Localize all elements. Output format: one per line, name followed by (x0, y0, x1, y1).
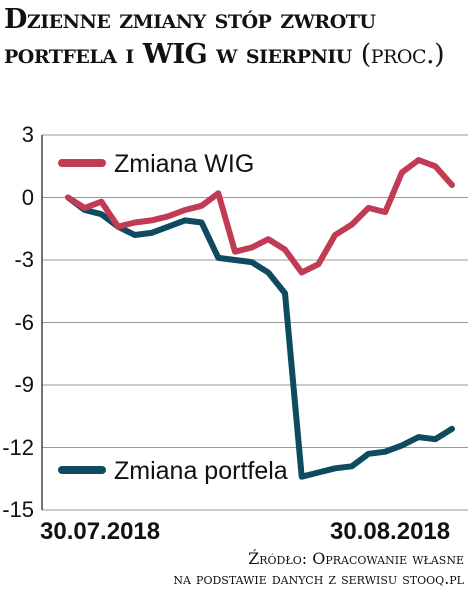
x-tick-start: 30.07.2018 (40, 518, 161, 545)
chart-title: Dzienne zmiany stóp zwrotu portfela i WI… (4, 2, 466, 72)
y-tick-label: -15 (2, 497, 34, 522)
x-tick-end: 30.08.2018 (330, 518, 451, 545)
source-line-1: Źródło: Opracowanie własne (248, 549, 464, 568)
chart-title-unit: (proc.) (360, 39, 445, 70)
y-tick-label: 3 (21, 122, 34, 147)
y-tick-label: 0 (21, 184, 34, 210)
series-line-wig (65, 157, 455, 276)
legend-portfel-label: Zmiana portfela (114, 457, 288, 485)
y-tick-label: -6 (14, 309, 34, 335)
chart-title-text: Dzienne zmiany stóp zwrotu portfela i WI… (4, 4, 376, 70)
y-tick-label: -12 (2, 434, 34, 460)
source-line-2: na podstawie danych z serwisu stooq.pl (173, 569, 464, 588)
series-line-portfel (65, 194, 455, 480)
y-tick-label: -9 (14, 372, 34, 397)
legend-wig-label: Zmiana WIG (114, 150, 254, 178)
y-tick-label: -3 (14, 247, 34, 272)
